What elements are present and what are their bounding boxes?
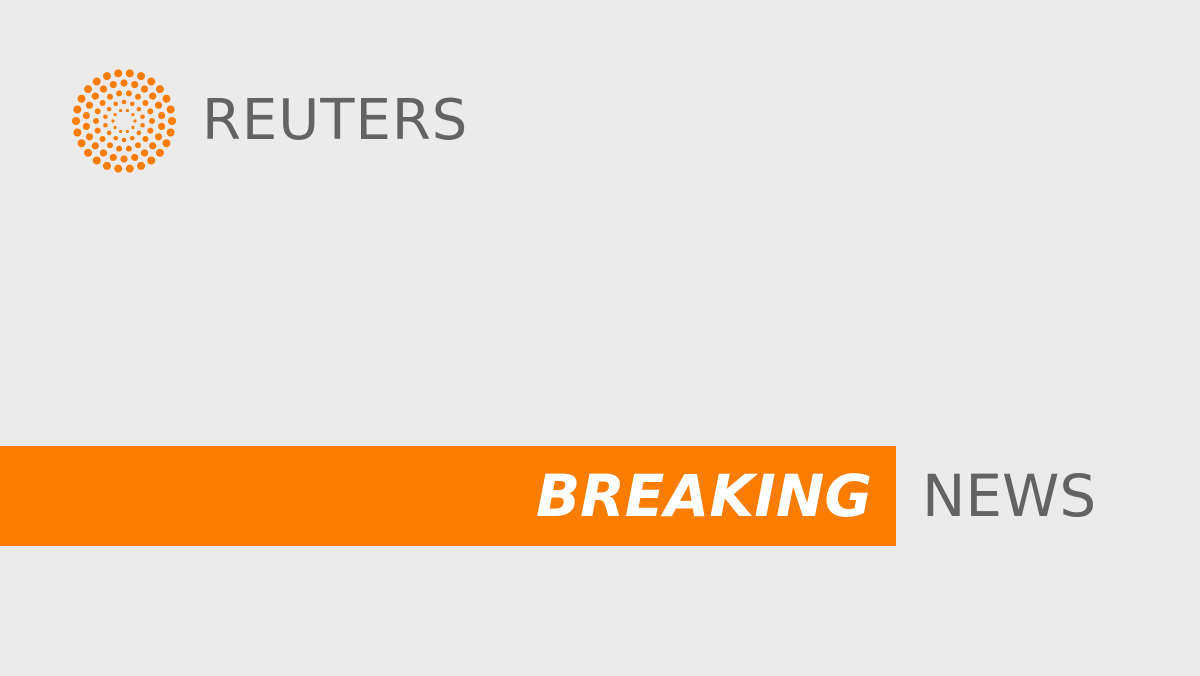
brand-wordmark: REUTERS (202, 88, 469, 153)
logo-dot (140, 114, 145, 120)
logo-dot (147, 127, 154, 134)
logo-dot (131, 80, 139, 89)
logo-dot (147, 108, 154, 115)
logo-dot (109, 153, 117, 162)
logo-dot (116, 145, 123, 152)
logo-dot (107, 93, 113, 100)
logo-dot (120, 79, 128, 87)
logo-dot (131, 112, 135, 117)
logo-dot (147, 156, 156, 165)
logo-dot (72, 117, 80, 125)
logo-dot (135, 93, 141, 100)
logo-dot (121, 137, 127, 143)
logo-dot (131, 153, 139, 162)
logo-dot (121, 99, 127, 105)
logo-dot (73, 105, 82, 114)
logo-dot (125, 69, 134, 78)
logo-dot (84, 148, 93, 157)
logo-dot (137, 72, 146, 81)
logo-dot (77, 139, 86, 148)
logo-dot (125, 129, 129, 134)
logo-dot (129, 101, 135, 107)
logo-dot (149, 142, 157, 150)
logo-dot (82, 122, 90, 131)
logo-dot (113, 125, 117, 130)
logo-dot (107, 142, 113, 149)
logo-dot (92, 77, 101, 86)
logo-dot (113, 112, 117, 117)
logo-dot (140, 149, 149, 157)
logo-dot (91, 142, 99, 150)
logo-dot (102, 161, 111, 170)
logo-dot (142, 100, 149, 106)
logo-dot (102, 72, 111, 81)
logo-dot (85, 101, 94, 109)
logo-dot (137, 161, 146, 170)
logo-dot (129, 135, 135, 141)
logo-dot (147, 77, 156, 86)
logo-dot (94, 127, 101, 134)
logo-dot (99, 100, 106, 106)
logo-dot (154, 133, 163, 141)
logo-dot (140, 85, 149, 93)
logo-dot (82, 111, 90, 120)
logo-dot (125, 108, 129, 113)
logo-dot (149, 118, 155, 124)
logo-dot (142, 136, 149, 142)
logo-dot (109, 80, 117, 89)
logo-dot (106, 130, 112, 136)
logo-dot (166, 105, 175, 114)
logo-dot (113, 101, 119, 107)
breaking-label: BREAKING (535, 462, 872, 530)
logo-dot (113, 135, 119, 141)
logo-dot (99, 136, 106, 142)
logo-dot (125, 90, 132, 97)
logo-dot (135, 142, 141, 149)
logo-dot (77, 94, 86, 103)
logo-dot (91, 92, 99, 100)
logo-dot (103, 114, 108, 120)
logo-dot (158, 122, 166, 131)
logo-dot (133, 119, 137, 123)
logo-dot (99, 85, 108, 93)
logo-dot (84, 85, 93, 94)
logo-dot (114, 69, 123, 78)
logo-dot (162, 94, 171, 103)
logo-dot (119, 129, 123, 134)
logo-dot (155, 85, 164, 94)
logo-dot (125, 145, 132, 152)
logo-dot (85, 133, 94, 141)
logo-dot (158, 111, 166, 120)
logo-dot (94, 108, 101, 115)
breaking-banner-bar (0, 446, 896, 546)
logo-dot (140, 122, 145, 128)
logo-dot (136, 130, 142, 136)
logo-dot (120, 155, 128, 163)
logo-dot (116, 90, 123, 97)
logo-dot (149, 92, 157, 100)
logo-dot (114, 164, 123, 173)
logo-dot (154, 101, 163, 109)
logo-dot (73, 128, 82, 137)
logo-dot (136, 106, 142, 112)
logo-dot (99, 149, 108, 157)
logo-dot (155, 148, 164, 157)
news-label: NEWS (922, 462, 1097, 530)
dotted-sunburst-icon (72, 69, 176, 173)
logo-dot (111, 119, 115, 123)
logo-dot (119, 108, 123, 113)
logo-dot (162, 139, 171, 148)
logo-dot (166, 128, 175, 137)
logo-dot (93, 118, 99, 124)
logo-dot (106, 106, 112, 112)
logo-dot (168, 117, 176, 125)
logo-dot (103, 122, 108, 128)
logo-dot (92, 156, 101, 165)
logo-dot (131, 125, 135, 130)
logo-dot (125, 164, 134, 173)
